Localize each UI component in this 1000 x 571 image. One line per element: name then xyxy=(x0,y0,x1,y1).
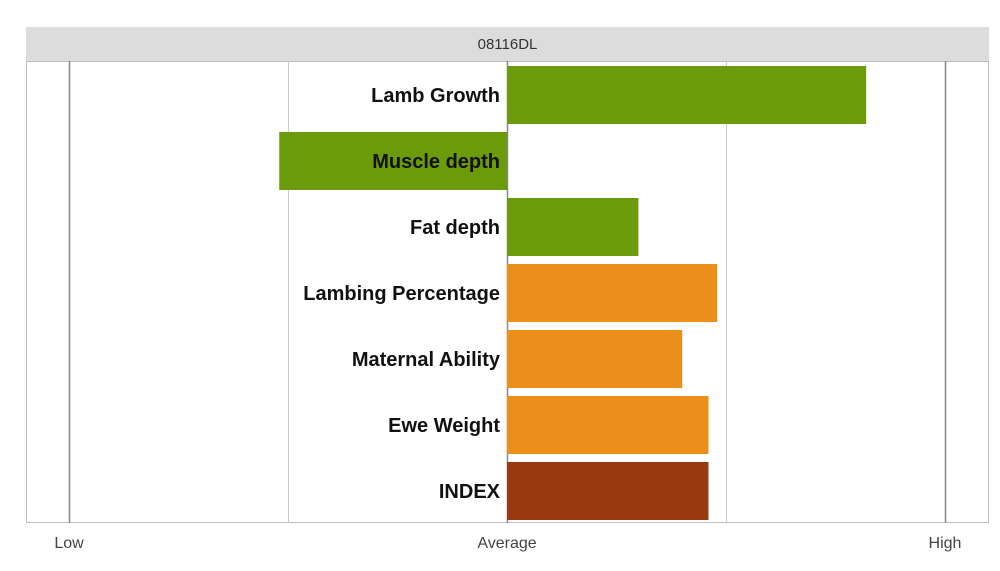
bar-index xyxy=(507,462,709,520)
bar-ewe-weight xyxy=(507,396,709,454)
x-tick-label: Low xyxy=(54,535,84,552)
bar-lambing-percentage xyxy=(507,264,718,322)
bar-muscle-depth xyxy=(279,132,507,190)
category-label: Muscle depth xyxy=(372,151,500,173)
x-tick-label: Average xyxy=(477,535,536,552)
category-label: Ewe Weight xyxy=(388,415,500,437)
category-label: Maternal Ability xyxy=(352,349,501,371)
category-label: INDEX xyxy=(439,481,501,503)
chart-title: 08116DL xyxy=(26,27,989,61)
category-label: Lamb Growth xyxy=(371,85,500,107)
x-tick-label: High xyxy=(929,535,962,552)
bar-lamb-growth xyxy=(507,66,867,124)
bar-maternal-ability xyxy=(507,330,683,388)
category-label: Fat depth xyxy=(410,217,500,239)
bar-fat-depth xyxy=(507,198,639,256)
category-label: Lambing Percentage xyxy=(303,283,500,305)
